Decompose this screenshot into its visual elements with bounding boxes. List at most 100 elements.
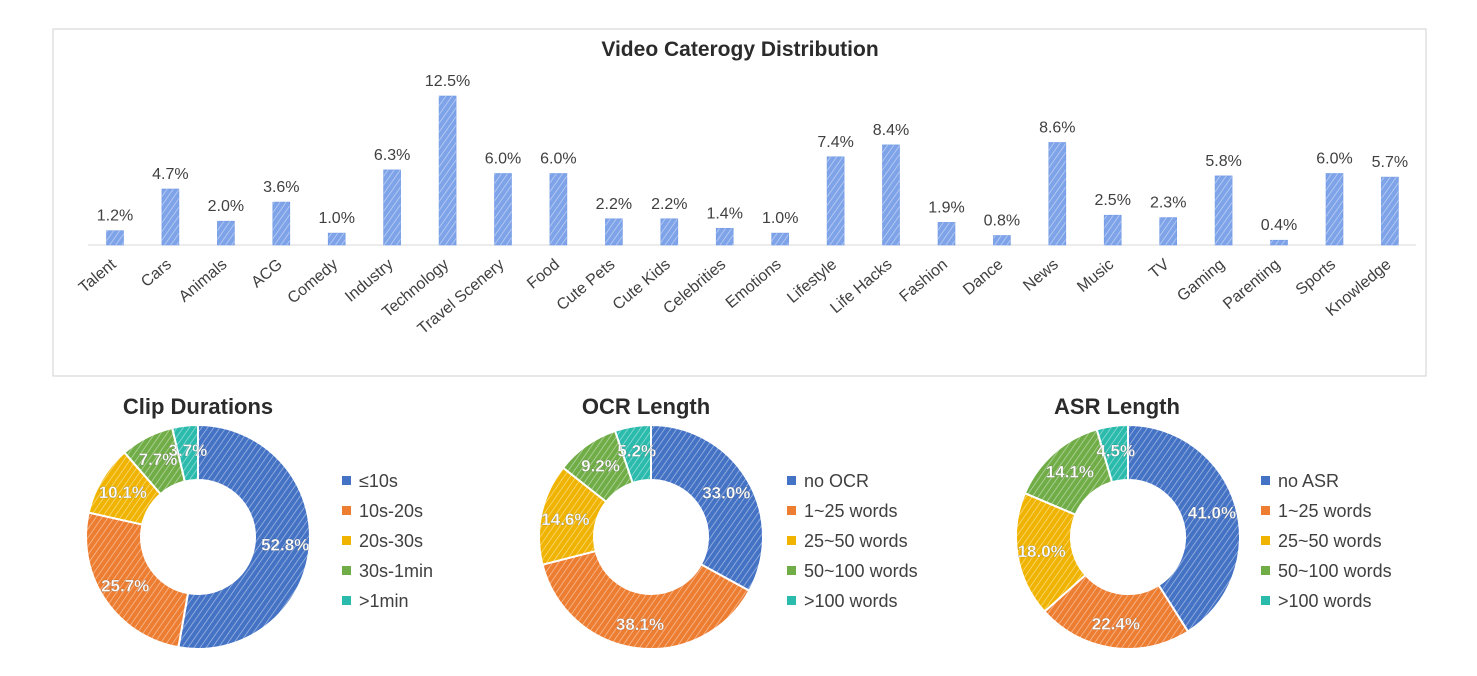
- bar-data-label: 1.0%: [762, 210, 798, 227]
- bar-data-label: 7.4%: [817, 134, 853, 151]
- bar-data-label: 1.9%: [928, 199, 964, 216]
- donut-data-label: 3.7%: [169, 441, 208, 460]
- bar-chart-title: Video Caterogy Distribution: [601, 38, 878, 61]
- donut-slice-hatch: [1015, 493, 1086, 612]
- donut-data-label: 4.5%: [1096, 441, 1135, 460]
- donut-chart-asr-length: ASR Length 41.0% 22.4% 18.0% 14.1%4.5% no ASR…: [1015, 394, 1392, 650]
- donut-chart-clip-durations: Clip Durations 52.8% 25.7% 10.1% 7.7%3.7% ≤10…: [85, 394, 433, 650]
- bar-hatch-lifestyle: [827, 156, 845, 245]
- legend-swatch-50-100-words: [787, 566, 796, 575]
- bar-data-label: 6.3%: [374, 147, 410, 164]
- donut-data-label: 5.2%: [617, 442, 656, 461]
- legend-swatch-no-ocr: [787, 476, 796, 485]
- donut-data-label: 14.1%: [1046, 463, 1094, 482]
- bar-hatch-parenting: [1270, 240, 1288, 245]
- donut-title: OCR Length: [582, 394, 710, 419]
- bar-data-label: 0.4%: [1261, 217, 1297, 234]
- bar-data-label: 2.3%: [1150, 195, 1186, 212]
- bar-data-label: 8.6%: [1039, 120, 1075, 137]
- bar-hatch-talent: [106, 230, 124, 245]
- bar-data-label: 4.7%: [152, 166, 188, 183]
- donut-slice-hatch: [615, 425, 651, 484]
- bar-data-label: 6.0%: [485, 151, 521, 168]
- legend-label: ≤10s: [359, 471, 398, 491]
- bar-hatch-industry: [383, 169, 401, 245]
- donut-data-label: 33.0%: [702, 483, 750, 502]
- bar-hatch-acg: [272, 202, 290, 245]
- legend-label: 25~50 words: [804, 531, 908, 551]
- legend-swatch-25-50-words: [1261, 536, 1270, 545]
- donut-data-label: 18.0%: [1018, 542, 1066, 561]
- legend-swatch-1-25-words: [1261, 506, 1270, 515]
- bar-data-label: 5.8%: [1205, 153, 1241, 170]
- donut-chart-ocr-length: OCR Length 33.0% 38.1% 14.6% 9.2%5.2% no OCR 1…: [538, 394, 918, 650]
- bar-data-label: 2.2%: [651, 196, 687, 213]
- legend-swatch-30s-1min: [342, 566, 351, 575]
- donut-slice-hatch: [539, 467, 607, 565]
- legend-swatch-gt100-words: [1261, 596, 1270, 605]
- legend-label: 1~25 words: [1278, 501, 1372, 521]
- donut-slice-hatch: [1096, 425, 1128, 483]
- bar-chart-panel: Video Caterogy Distribution 1.2%Talent4.…: [52, 28, 1427, 377]
- donut-slice-hatch: [88, 452, 161, 525]
- donut-slice-hatch: [172, 425, 198, 482]
- legend-swatch-10s-20s: [342, 506, 351, 515]
- donut-slice-hatch: [563, 430, 633, 502]
- bar-hatch-food: [549, 173, 567, 245]
- legend-label: 20s-30s: [359, 531, 423, 551]
- legend-label: 30s-1min: [359, 561, 433, 581]
- bar-data-label: 0.8%: [984, 213, 1020, 230]
- bar-data-label: 6.0%: [1316, 151, 1352, 168]
- donut-legend: no OCR 1~25 words 25~50 words 50~100 words >…: [787, 471, 918, 611]
- legend-swatch-1-25-words: [787, 506, 796, 515]
- bar-data-label: 12.5%: [425, 73, 470, 90]
- bar-hatch-cute-pets: [605, 218, 623, 245]
- bar-hatch-comedy: [328, 233, 346, 245]
- bar-hatch-tv: [1159, 217, 1177, 245]
- bar-data-label: 1.2%: [97, 208, 133, 225]
- bar-data-label: 3.6%: [263, 179, 299, 196]
- bar-data-label: 8.4%: [873, 122, 909, 139]
- donut-slice-hatch: [1128, 425, 1240, 632]
- donut-slice-hatch: [178, 425, 311, 649]
- legend-label: 1~25 words: [804, 501, 898, 521]
- donut-data-label: 14.6%: [541, 510, 589, 529]
- bar-data-label: 2.5%: [1094, 192, 1130, 209]
- legend-label: >100 words: [1278, 591, 1372, 611]
- bar-hatch-technology: [439, 96, 457, 245]
- bar-hatch-fashion: [938, 222, 955, 245]
- donut-slice-hatch: [1024, 429, 1113, 515]
- legend-swatch-gt1min: [342, 596, 351, 605]
- bar-hatch-dance: [993, 235, 1011, 245]
- legend-label: >100 words: [804, 591, 898, 611]
- legend-swatch-50-100-words: [1261, 566, 1270, 575]
- legend-label: >1min: [359, 591, 409, 611]
- bar-data-label: 6.0%: [540, 151, 576, 168]
- bar-hatch-life-hacks: [882, 144, 900, 245]
- legend-swatch-no-asr: [1261, 476, 1270, 485]
- legend-label: no OCR: [804, 471, 869, 491]
- donut-slice-hatch: [124, 428, 185, 495]
- bar-hatch-emotions: [771, 233, 789, 245]
- donut-data-label: 38.1%: [616, 615, 664, 634]
- donut-legend: ≤10s 10s-20s 20s-30s 30s-1min >1min: [342, 471, 433, 611]
- legend-label: 50~100 words: [804, 561, 918, 581]
- bar-data-label: 5.7%: [1372, 154, 1408, 171]
- donut-slice-hatch: [542, 551, 750, 649]
- donut-slice-hatch: [86, 512, 189, 648]
- donut-slice-hatch: [1044, 574, 1189, 649]
- bar-data-label: 2.2%: [596, 196, 632, 213]
- bar-hatch-gaming: [1215, 175, 1233, 245]
- donut-charts: Clip Durations 52.8% 25.7% 10.1% 7.7%3.7% ≤10…: [85, 394, 1392, 650]
- bar-hatch-cute-kids: [660, 218, 678, 245]
- donut-data-label: 7.7%: [139, 450, 178, 469]
- legend-label: 10s-20s: [359, 501, 423, 521]
- donut-title: ASR Length: [1054, 394, 1180, 419]
- legend-swatch-le10s: [342, 476, 351, 485]
- donut-data-label: 52.8%: [261, 536, 309, 555]
- bar-data-label: 2.0%: [208, 198, 244, 215]
- donut-data-label: 10.1%: [99, 483, 147, 502]
- bar-hatch-knowledge: [1381, 177, 1399, 245]
- donut-data-label: 25.7%: [101, 577, 149, 596]
